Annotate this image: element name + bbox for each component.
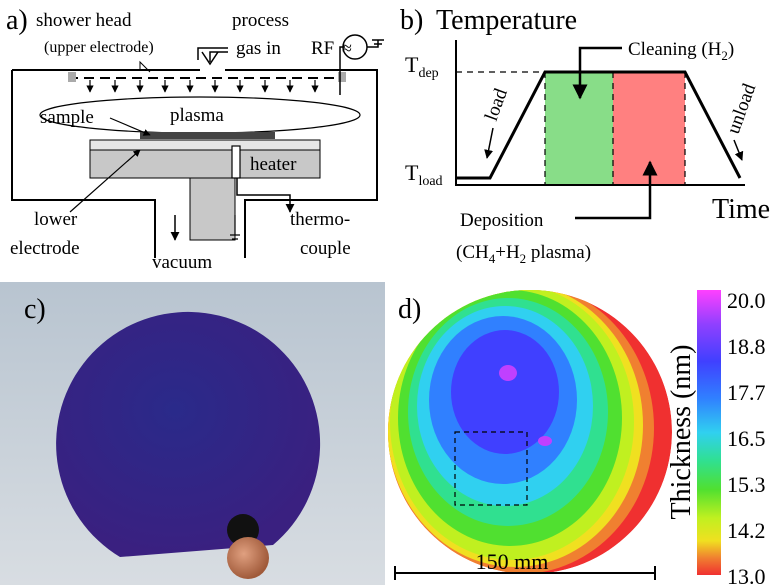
label: lower <box>34 209 78 230</box>
label: Deposition <box>460 210 544 231</box>
colorbar-tick-label: 15.3 <box>727 472 766 497</box>
label: vacuum <box>152 252 212 273</box>
label: (CH4+H2 plasma) <box>456 242 591 266</box>
figure: a) shower head (upper electrode) process… <box>0 0 784 585</box>
label: sample <box>40 107 94 128</box>
colorbar-tick-label: 14.2 <box>727 518 766 543</box>
rf-symbol: ≈ <box>342 38 352 58</box>
label: plasma <box>170 105 224 126</box>
panel-label: d) <box>398 294 421 325</box>
panel-label: a) <box>6 5 28 36</box>
colorbar-tick-label: 17.7 <box>727 380 766 405</box>
colorbar-tick-label: 16.5 <box>727 426 766 451</box>
label: gas in <box>236 38 281 59</box>
colorbar-ticks: 20.0 18.8 17.7 16.5 15.3 14.2 13.0 <box>727 288 766 585</box>
panel-b <box>456 40 745 218</box>
text: (CH <box>456 242 489 263</box>
text: Cleaning (H <box>628 39 722 60</box>
text: T <box>405 52 419 77</box>
label: Tdep <box>405 52 439 81</box>
axis-label: Time <box>712 194 770 225</box>
text: plasma) <box>526 242 591 263</box>
panel-c <box>0 282 385 585</box>
panel-label: b) <box>400 5 423 36</box>
label: couple <box>300 238 351 259</box>
panel-label: c) <box>24 294 46 325</box>
label: load <box>481 85 512 123</box>
label: unload <box>723 80 761 136</box>
label: RF <box>311 38 334 59</box>
subscript: load <box>418 174 442 189</box>
label: heater <box>250 154 297 175</box>
label: (upper electrode) <box>44 39 154 56</box>
subscript: dep <box>418 66 438 81</box>
text: ) <box>728 39 734 60</box>
colorbar-tick-label: 20.0 <box>727 288 766 313</box>
label: thermo- <box>290 209 350 230</box>
colorbar-tick-label: 13.0 <box>727 564 766 585</box>
label: electrode <box>10 238 80 259</box>
label: Tload <box>405 160 443 189</box>
title: Temperature <box>436 5 577 36</box>
label: Cleaning (H2) <box>628 39 734 63</box>
colorbar-tick-label: 18.8 <box>727 334 766 359</box>
panel-d <box>386 282 672 574</box>
scale-label: 150 mm <box>476 549 549 574</box>
label: process <box>232 10 289 31</box>
colorbar-title: Thickness (nm) <box>666 345 697 520</box>
label: shower head <box>36 10 132 31</box>
text: +H <box>495 242 520 263</box>
colorbar <box>697 290 721 575</box>
text: T <box>405 160 419 185</box>
